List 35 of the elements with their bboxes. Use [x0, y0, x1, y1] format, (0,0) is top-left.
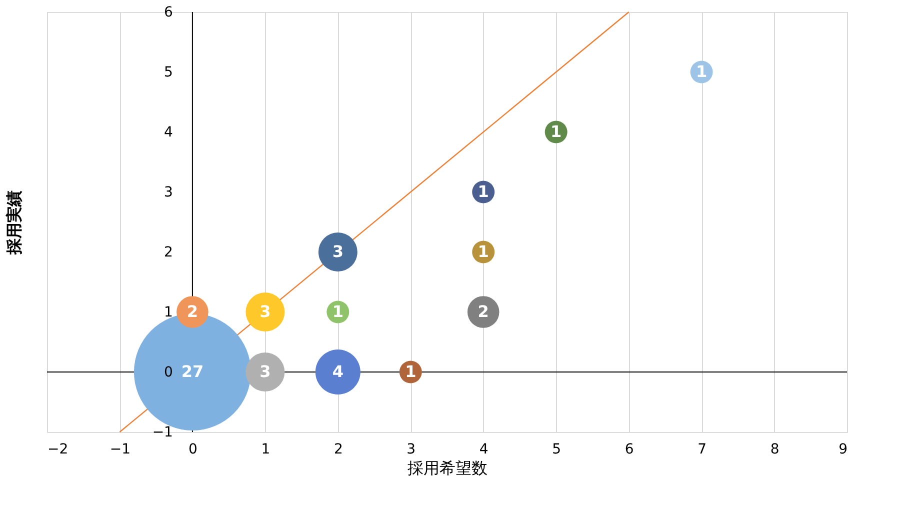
- x-tick-label: 3: [406, 442, 416, 458]
- annotation: 1: [550, 122, 562, 141]
- annotation: 1: [332, 302, 344, 321]
- x-tick-label: 7: [698, 442, 707, 458]
- x-tick-label: 6: [624, 442, 634, 458]
- y-tick-label: 2: [164, 244, 173, 260]
- y-tick-label: 1: [164, 304, 173, 320]
- x-tick-label: 9: [838, 442, 848, 458]
- x-tick-label: −1: [110, 442, 131, 458]
- x-axis-title: 採用希望数: [408, 458, 488, 478]
- x-tick-label: 5: [552, 442, 562, 458]
- x-tick-label: 1: [261, 442, 270, 458]
- x-tick-label: 4: [479, 442, 488, 458]
- annotation: 4: [332, 362, 344, 381]
- annotation: 3: [332, 242, 344, 261]
- y-tick-label: 5: [164, 64, 173, 80]
- annotation: 2: [186, 302, 198, 321]
- annotation: 1: [405, 362, 416, 381]
- annotation: 1: [478, 242, 489, 261]
- x-tick-label: −2: [48, 442, 68, 458]
- y-tick-label: 6: [164, 4, 174, 20]
- y-tick-label: −1: [152, 424, 173, 440]
- y-tick-label: 3: [164, 184, 173, 200]
- x-tick-label: 2: [334, 442, 343, 458]
- annotation: 2: [478, 302, 489, 321]
- annotation: 1: [478, 182, 489, 201]
- y-tick-label: 0: [164, 364, 173, 380]
- annotation: 3: [260, 362, 271, 381]
- y-axis-title: 採用実績: [4, 190, 24, 256]
- annotation: 27: [181, 362, 204, 381]
- annotation: 1: [696, 62, 708, 81]
- x-tick-label: 0: [188, 442, 198, 458]
- annotation: 3: [260, 302, 271, 321]
- y-tick-label: 4: [164, 124, 174, 140]
- x-tick-label: 8: [770, 442, 780, 458]
